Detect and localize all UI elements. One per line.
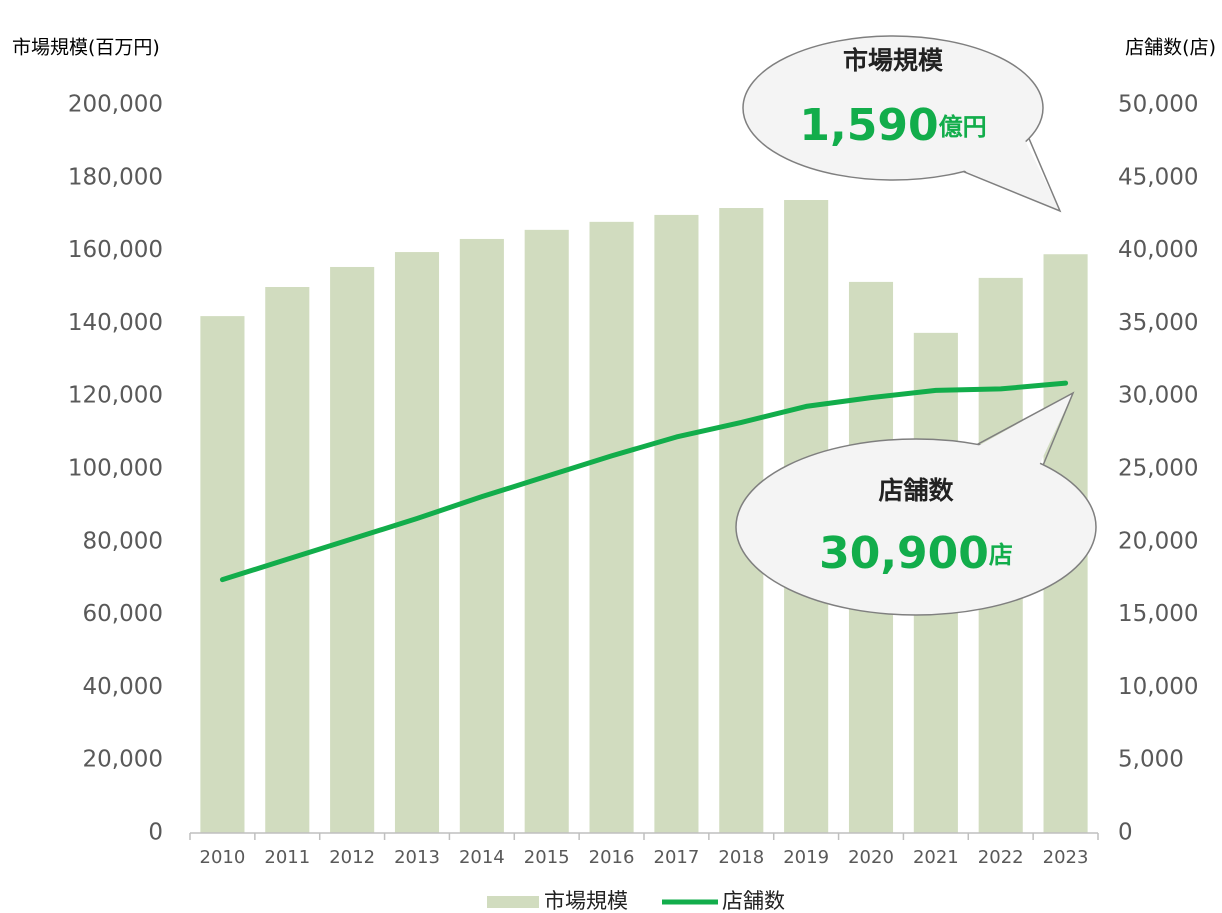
callout-value: 30,900店 — [819, 528, 1013, 579]
bar — [524, 229, 569, 834]
callout-value: 1,590億円 — [799, 100, 986, 151]
callout-bubble — [742, 35, 1044, 181]
x-tick-label: 2023 — [1043, 847, 1089, 868]
y2-tick-label: 50,000 — [1118, 92, 1198, 118]
y-tick-label: 100,000 — [68, 456, 163, 482]
callout-unit: 億円 — [939, 113, 987, 141]
callout-tail — [960, 137, 1060, 211]
bar — [394, 252, 440, 833]
y2-tick-label: 25,000 — [1118, 456, 1198, 482]
callout-tail-edge — [963, 138, 1062, 213]
callout-bubble — [735, 438, 1097, 616]
callout-unit: 店 — [989, 541, 1013, 569]
y-tick-label: 160,000 — [68, 237, 163, 263]
x-tick-label: 2010 — [200, 847, 246, 868]
y2-tick-label: 45,000 — [1118, 164, 1198, 190]
y2-tick-label: 35,000 — [1118, 310, 1198, 336]
x-tick-label: 2018 — [718, 847, 764, 868]
y-tick-label: 180,000 — [68, 164, 163, 190]
bar — [589, 221, 634, 833]
x-tick-label: 2014 — [459, 847, 505, 868]
legend-label: 店舗数 — [722, 889, 785, 913]
y-tick-label: 40,000 — [83, 674, 163, 700]
y2-tick-label: 0 — [1118, 820, 1133, 846]
y-tick-label: 0 — [148, 820, 163, 846]
x-tick-label: 2021 — [913, 847, 959, 868]
y-axis-title: 市場規模(百万円) — [12, 37, 160, 59]
x-tick-label: 2019 — [783, 847, 829, 868]
y2-tick-label: 15,000 — [1118, 601, 1198, 627]
y2-tick-label: 40,000 — [1118, 237, 1198, 263]
y-tick-label: 20,000 — [83, 747, 163, 773]
x-tick-label: 2015 — [524, 847, 570, 868]
y2-tick-label: 20,000 — [1118, 528, 1198, 554]
bar — [330, 266, 375, 834]
callout-number: 30,900 — [819, 528, 989, 579]
y2-axis-title: 店舗数(店) — [1125, 37, 1216, 59]
callout-tail — [975, 393, 1073, 468]
y-tick-label: 80,000 — [83, 528, 163, 554]
x-tick-label: 2020 — [848, 847, 894, 868]
y2-tick-label: 30,000 — [1118, 383, 1198, 409]
x-tick-label: 2013 — [394, 847, 440, 868]
bar — [654, 214, 699, 834]
callout-title: 店舗数 — [878, 476, 954, 505]
y-tick-label: 120,000 — [68, 383, 163, 409]
line — [219, 380, 1069, 583]
x-tick-label: 2017 — [654, 847, 700, 868]
x-tick-label: 2016 — [589, 847, 635, 868]
y-tick-label: 60,000 — [83, 601, 163, 627]
y-tick-label: 140,000 — [68, 310, 163, 336]
legend-swatch — [487, 896, 539, 908]
y-tick-label: 200,000 — [68, 92, 163, 118]
callout-title: 市場規模 — [843, 46, 944, 75]
x-tick-label: 2011 — [264, 847, 310, 868]
callout-tail-edge — [977, 391, 1075, 466]
y2-tick-label: 10,000 — [1118, 674, 1198, 700]
callout-number: 1,590 — [799, 100, 938, 151]
x-tick-label: 2022 — [978, 847, 1024, 868]
y2-tick-label: 5,000 — [1118, 747, 1184, 773]
bar — [459, 238, 504, 833]
legend-label: 市場規模 — [544, 889, 628, 913]
x-tick-label: 2012 — [329, 847, 375, 868]
